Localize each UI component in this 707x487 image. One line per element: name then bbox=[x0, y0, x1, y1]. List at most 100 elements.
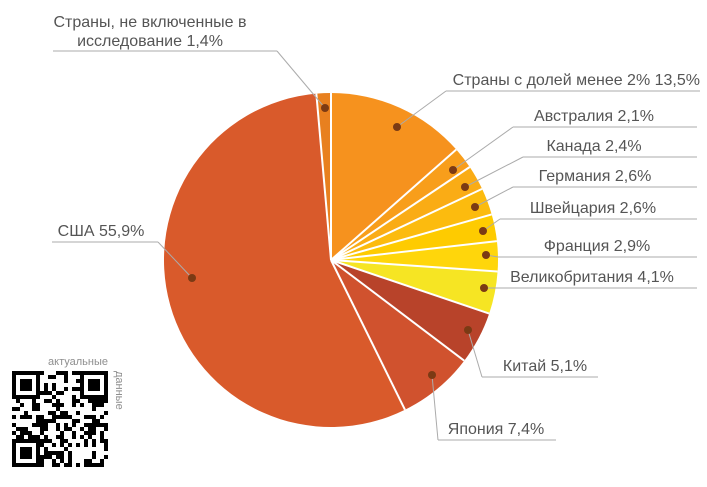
qr-module bbox=[20, 415, 24, 419]
slice-label-canada: Канада 2,4% bbox=[546, 138, 641, 155]
qr-module bbox=[56, 451, 60, 455]
qr-module bbox=[88, 415, 92, 419]
qr-module bbox=[12, 407, 16, 411]
qr-module bbox=[76, 411, 80, 415]
callout-dot-germany bbox=[471, 203, 479, 211]
qr-module bbox=[76, 399, 80, 403]
qr-module bbox=[104, 399, 108, 403]
qr-module bbox=[44, 427, 48, 431]
qr-module bbox=[84, 459, 88, 463]
slice-separator bbox=[330, 213, 492, 261]
qr-module bbox=[36, 419, 40, 423]
leader-line-canada bbox=[464, 156, 524, 188]
qr-module bbox=[16, 427, 20, 431]
qr-module bbox=[88, 423, 92, 427]
qr-module bbox=[100, 431, 104, 435]
slice-separator bbox=[330, 259, 465, 362]
qr-module bbox=[76, 419, 80, 423]
qr-module bbox=[56, 371, 60, 375]
slice-label-china: Китай 5,1% bbox=[503, 358, 587, 375]
qr-module bbox=[92, 451, 96, 455]
qr-module bbox=[48, 411, 52, 415]
qr-module bbox=[104, 411, 108, 415]
qr-module bbox=[60, 403, 64, 407]
pie-slice-germany bbox=[331, 188, 492, 260]
qr-module bbox=[40, 391, 44, 395]
slice-separator bbox=[330, 166, 471, 261]
qr-module bbox=[56, 415, 60, 419]
qr-module bbox=[52, 463, 56, 467]
slice-label-switzerland: Швейцария 2,6% bbox=[530, 200, 656, 217]
qr-module bbox=[56, 435, 60, 439]
qr-module bbox=[40, 427, 44, 431]
pie-slice-australia bbox=[331, 149, 470, 260]
qr-module bbox=[60, 431, 64, 435]
qr-module bbox=[28, 415, 32, 419]
qr-module bbox=[72, 423, 76, 427]
qr-module bbox=[48, 391, 52, 395]
pie-slice-canada bbox=[331, 167, 483, 260]
qr-module bbox=[24, 431, 28, 435]
qr-module bbox=[24, 411, 28, 415]
qr-module bbox=[92, 399, 96, 403]
pie-slice-france bbox=[331, 241, 498, 272]
callout-dot-uk bbox=[480, 284, 488, 292]
qr-module bbox=[52, 387, 56, 391]
qr-module bbox=[92, 415, 96, 419]
qr-module bbox=[72, 435, 76, 439]
qr-module bbox=[60, 451, 64, 455]
qr-module bbox=[32, 407, 36, 411]
qr-module bbox=[92, 403, 96, 407]
slice-separator bbox=[330, 259, 498, 273]
qr-module bbox=[40, 455, 44, 459]
slice-separator bbox=[330, 148, 457, 261]
qr-module bbox=[44, 435, 48, 439]
qr-module bbox=[60, 415, 64, 419]
qr-module bbox=[44, 387, 48, 391]
qr-module bbox=[84, 415, 88, 419]
qr-module bbox=[56, 407, 60, 411]
qr-module bbox=[60, 371, 64, 375]
qr-module bbox=[68, 451, 72, 455]
qr-module bbox=[52, 395, 56, 399]
leader-line-china bbox=[467, 329, 483, 378]
qr-module bbox=[100, 435, 104, 439]
qr-module bbox=[96, 399, 100, 403]
qr-module bbox=[88, 431, 92, 435]
qr-module bbox=[24, 415, 28, 419]
qr-module bbox=[48, 451, 52, 455]
qr-module bbox=[36, 423, 40, 427]
qr-module bbox=[80, 427, 84, 431]
qr-module bbox=[92, 419, 96, 423]
qr-module bbox=[48, 375, 52, 379]
callout-dot-france bbox=[482, 251, 490, 259]
qr-module bbox=[52, 451, 56, 455]
qr-module bbox=[48, 399, 52, 403]
qr-module bbox=[92, 423, 96, 427]
qr-module bbox=[64, 447, 68, 451]
qr-module bbox=[16, 407, 20, 411]
qr-module bbox=[104, 443, 108, 447]
slice-separator bbox=[330, 187, 483, 261]
qr-module bbox=[68, 415, 72, 419]
qr-module bbox=[80, 403, 84, 407]
callout-dot-switzerland bbox=[479, 227, 487, 235]
qr-module bbox=[92, 439, 96, 443]
qr-module bbox=[104, 423, 108, 427]
qr-module bbox=[76, 371, 80, 375]
qr-module bbox=[60, 455, 64, 459]
qr-module bbox=[32, 403, 36, 407]
slice-label-usa: США 55,9% bbox=[58, 223, 145, 240]
qr-module bbox=[92, 463, 96, 467]
qr-module bbox=[88, 427, 92, 431]
qr-module bbox=[48, 419, 52, 423]
qr-module bbox=[84, 423, 88, 427]
qr-module bbox=[92, 407, 96, 411]
qr-module bbox=[88, 379, 100, 391]
leader-line-usa bbox=[157, 241, 193, 279]
qr-module bbox=[64, 379, 68, 383]
qr-module bbox=[84, 463, 88, 467]
qr-module bbox=[32, 423, 36, 427]
